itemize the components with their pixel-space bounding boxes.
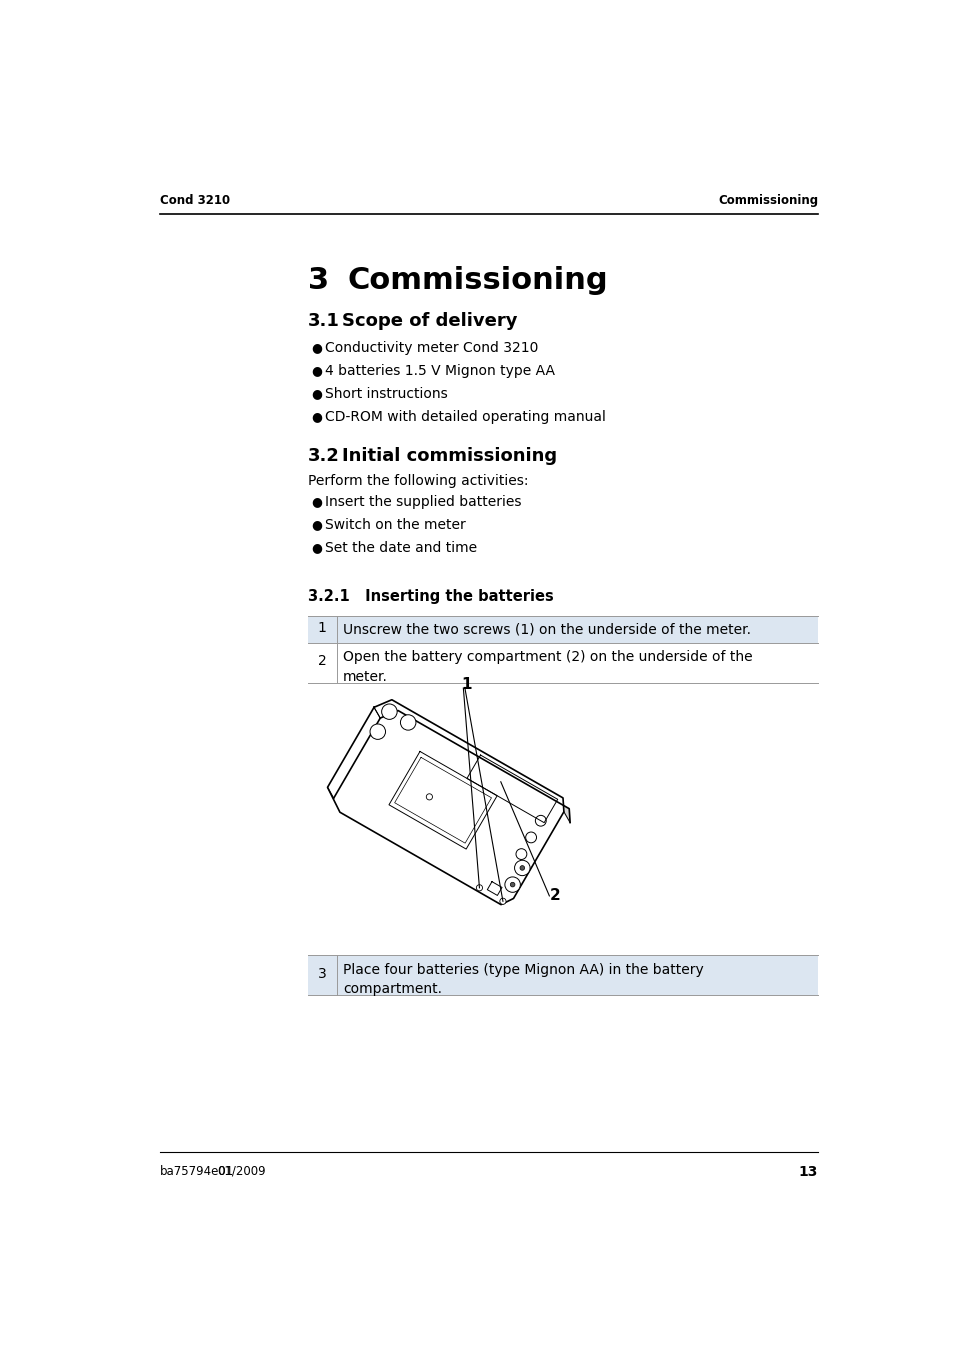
Text: Commissioning: Commissioning (348, 266, 608, 295)
Polygon shape (487, 882, 501, 896)
Circle shape (525, 832, 536, 843)
Text: ●: ● (311, 540, 322, 554)
Text: 3.2.1   Inserting the batteries: 3.2.1 Inserting the batteries (307, 589, 553, 604)
Text: 4 batteries 1.5 V Mignon type AA: 4 batteries 1.5 V Mignon type AA (324, 363, 554, 378)
Circle shape (519, 866, 524, 870)
Circle shape (476, 885, 482, 890)
Text: 3.2: 3.2 (307, 447, 339, 465)
Circle shape (504, 877, 519, 892)
Circle shape (510, 882, 515, 886)
Text: 3: 3 (317, 967, 326, 981)
Text: Perform the following activities:: Perform the following activities: (307, 474, 528, 488)
Text: Scope of delivery: Scope of delivery (342, 312, 517, 330)
Text: Place four batteries (type Mignon AA) in the battery
compartment.: Place four batteries (type Mignon AA) in… (343, 963, 703, 997)
Text: Set the date and time: Set the date and time (324, 540, 476, 555)
Text: 2: 2 (317, 654, 326, 669)
Text: Commissioning: Commissioning (718, 195, 818, 208)
Polygon shape (327, 708, 380, 798)
Text: Cond 3210: Cond 3210 (159, 195, 230, 208)
Text: Unscrew the two screws (1) on the underside of the meter.: Unscrew the two screws (1) on the unders… (343, 623, 750, 636)
Text: Initial commissioning: Initial commissioning (342, 447, 557, 465)
Circle shape (514, 861, 530, 875)
Text: 3: 3 (307, 266, 329, 295)
FancyBboxPatch shape (307, 643, 818, 682)
Circle shape (516, 848, 526, 859)
Text: Insert the supplied batteries: Insert the supplied batteries (324, 494, 520, 509)
Text: ●: ● (311, 411, 322, 423)
Circle shape (370, 724, 385, 739)
FancyBboxPatch shape (307, 955, 818, 996)
Text: ●: ● (311, 494, 322, 508)
Polygon shape (327, 700, 563, 905)
Text: ●: ● (311, 517, 322, 531)
Circle shape (535, 816, 546, 825)
Text: 3.1: 3.1 (307, 312, 339, 330)
Circle shape (400, 715, 416, 730)
Circle shape (499, 898, 505, 904)
Text: 1: 1 (460, 677, 471, 692)
Text: Conductivity meter Cond 3210: Conductivity meter Cond 3210 (324, 340, 537, 355)
Text: ●: ● (311, 386, 322, 400)
Polygon shape (389, 751, 497, 848)
Polygon shape (374, 700, 570, 823)
Text: Short instructions: Short instructions (324, 386, 447, 401)
Text: 2: 2 (550, 889, 560, 904)
Text: Open the battery compartment (2) on the underside of the
meter.: Open the battery compartment (2) on the … (343, 650, 752, 684)
Text: 01/2009: 01/2009 (217, 1165, 266, 1178)
Text: ●: ● (311, 340, 322, 354)
Text: CD-ROM with detailed operating manual: CD-ROM with detailed operating manual (324, 411, 605, 424)
Text: 1: 1 (317, 621, 326, 635)
Circle shape (381, 704, 396, 719)
Text: 13: 13 (798, 1165, 818, 1178)
Text: ●: ● (311, 363, 322, 377)
Text: Switch on the meter: Switch on the meter (324, 517, 465, 532)
Circle shape (426, 794, 432, 800)
FancyBboxPatch shape (307, 616, 818, 643)
Text: ba75794e01: ba75794e01 (159, 1165, 233, 1178)
